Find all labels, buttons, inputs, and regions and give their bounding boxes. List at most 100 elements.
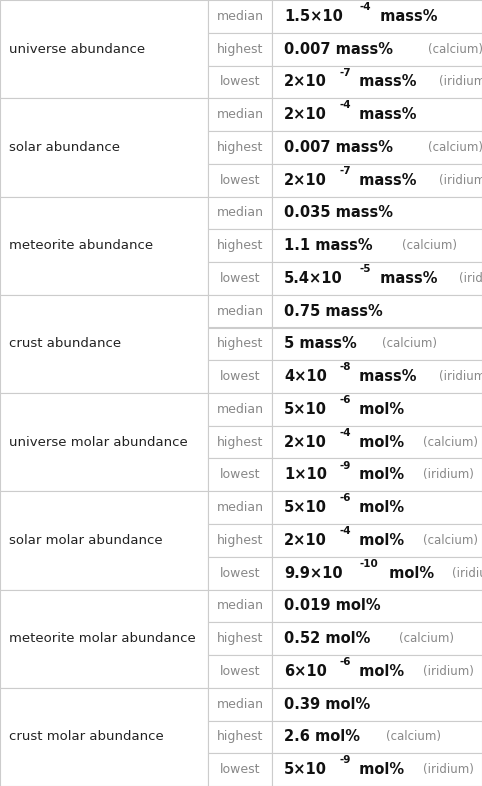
Text: meteorite abundance: meteorite abundance <box>9 239 153 252</box>
Text: 0.39 mol%: 0.39 mol% <box>284 696 370 711</box>
Text: mass%: mass% <box>354 173 417 188</box>
Text: 2×10: 2×10 <box>284 533 327 548</box>
Text: 0.007 mass%: 0.007 mass% <box>284 140 393 155</box>
Text: universe abundance: universe abundance <box>9 42 145 56</box>
Text: 0.52 mol%: 0.52 mol% <box>284 631 370 646</box>
Bar <box>272 0 482 33</box>
Text: median: median <box>216 403 264 416</box>
Bar <box>0 295 208 393</box>
Bar <box>0 688 208 786</box>
Bar <box>208 230 272 262</box>
Bar <box>208 131 272 163</box>
Bar <box>208 295 272 328</box>
Bar <box>208 196 272 230</box>
Text: (calcium): (calcium) <box>423 435 478 449</box>
Text: median: median <box>216 10 264 23</box>
Bar <box>272 360 482 393</box>
Text: lowest: lowest <box>220 567 260 579</box>
Text: -5: -5 <box>360 264 371 274</box>
Text: highest: highest <box>217 435 263 449</box>
Bar <box>272 295 482 328</box>
Text: mass%: mass% <box>354 107 417 122</box>
Bar <box>272 65 482 98</box>
Text: crust abundance: crust abundance <box>9 337 121 351</box>
Bar <box>272 556 482 590</box>
Text: highest: highest <box>217 534 263 547</box>
Text: highest: highest <box>217 42 263 56</box>
Text: (iridium): (iridium) <box>439 75 482 88</box>
Text: solar molar abundance: solar molar abundance <box>9 534 162 547</box>
Bar <box>208 458 272 491</box>
Bar <box>208 98 272 131</box>
Text: mol%: mol% <box>354 468 404 483</box>
Text: (calcium): (calcium) <box>428 42 482 56</box>
Text: median: median <box>216 698 264 711</box>
Text: 5×10: 5×10 <box>284 762 327 777</box>
Text: mol%: mol% <box>354 500 404 515</box>
Bar <box>272 426 482 458</box>
Text: 5×10: 5×10 <box>284 500 327 515</box>
Text: -7: -7 <box>339 68 351 78</box>
Bar <box>272 688 482 721</box>
Text: (calcium): (calcium) <box>386 730 441 744</box>
Bar <box>208 524 272 556</box>
Bar <box>272 524 482 556</box>
Text: 0.75 mass%: 0.75 mass% <box>284 303 383 318</box>
Bar <box>208 655 272 688</box>
Text: (calcium): (calcium) <box>428 141 482 154</box>
Text: mol%: mol% <box>354 533 404 548</box>
Text: -10: -10 <box>360 559 378 569</box>
Bar <box>272 655 482 688</box>
Bar <box>208 328 272 360</box>
Text: median: median <box>216 207 264 219</box>
Text: universe molar abundance: universe molar abundance <box>9 435 187 449</box>
Text: 0.035 mass%: 0.035 mass% <box>284 205 393 220</box>
Bar <box>272 131 482 163</box>
Text: 5 mass%: 5 mass% <box>284 336 357 351</box>
Bar <box>208 262 272 295</box>
Text: 2×10: 2×10 <box>284 173 327 188</box>
Text: lowest: lowest <box>220 468 260 481</box>
Text: (calcium): (calcium) <box>399 632 454 645</box>
Text: median: median <box>216 108 264 121</box>
Text: mol%: mol% <box>354 435 404 450</box>
Text: (iridium): (iridium) <box>423 665 473 678</box>
Text: mass%: mass% <box>354 369 416 384</box>
Text: -9: -9 <box>339 755 351 766</box>
Text: highest: highest <box>217 632 263 645</box>
Text: 0.019 mol%: 0.019 mol% <box>284 598 380 613</box>
Text: mass%: mass% <box>354 75 417 90</box>
Text: lowest: lowest <box>220 174 260 186</box>
Bar <box>272 328 482 360</box>
Text: -6: -6 <box>339 494 351 504</box>
Bar <box>208 426 272 458</box>
Text: lowest: lowest <box>220 665 260 678</box>
Text: -8: -8 <box>339 362 351 373</box>
Bar <box>272 262 482 295</box>
Bar <box>208 753 272 786</box>
Text: -6: -6 <box>339 657 351 667</box>
Text: 1.1 mass%: 1.1 mass% <box>284 238 373 253</box>
Bar <box>272 393 482 426</box>
Text: 0.007 mass%: 0.007 mass% <box>284 42 393 57</box>
Text: mol%: mol% <box>384 566 434 581</box>
Text: 5×10: 5×10 <box>284 402 327 417</box>
Bar <box>272 196 482 230</box>
Text: 5.4×10: 5.4×10 <box>284 271 343 286</box>
Bar <box>0 98 208 196</box>
Text: median: median <box>216 600 264 612</box>
Text: crust molar abundance: crust molar abundance <box>9 730 163 744</box>
Bar <box>0 393 208 491</box>
Text: (iridium): (iridium) <box>423 468 473 481</box>
Bar <box>0 491 208 590</box>
Text: 2×10: 2×10 <box>284 435 327 450</box>
Bar <box>0 590 208 688</box>
Text: (iridium): (iridium) <box>452 567 482 579</box>
Bar <box>272 458 482 491</box>
Text: highest: highest <box>217 337 263 351</box>
Text: highest: highest <box>217 730 263 744</box>
Text: -6: -6 <box>339 395 351 406</box>
Text: 2×10: 2×10 <box>284 75 327 90</box>
Text: median: median <box>216 501 264 514</box>
Bar <box>208 721 272 753</box>
